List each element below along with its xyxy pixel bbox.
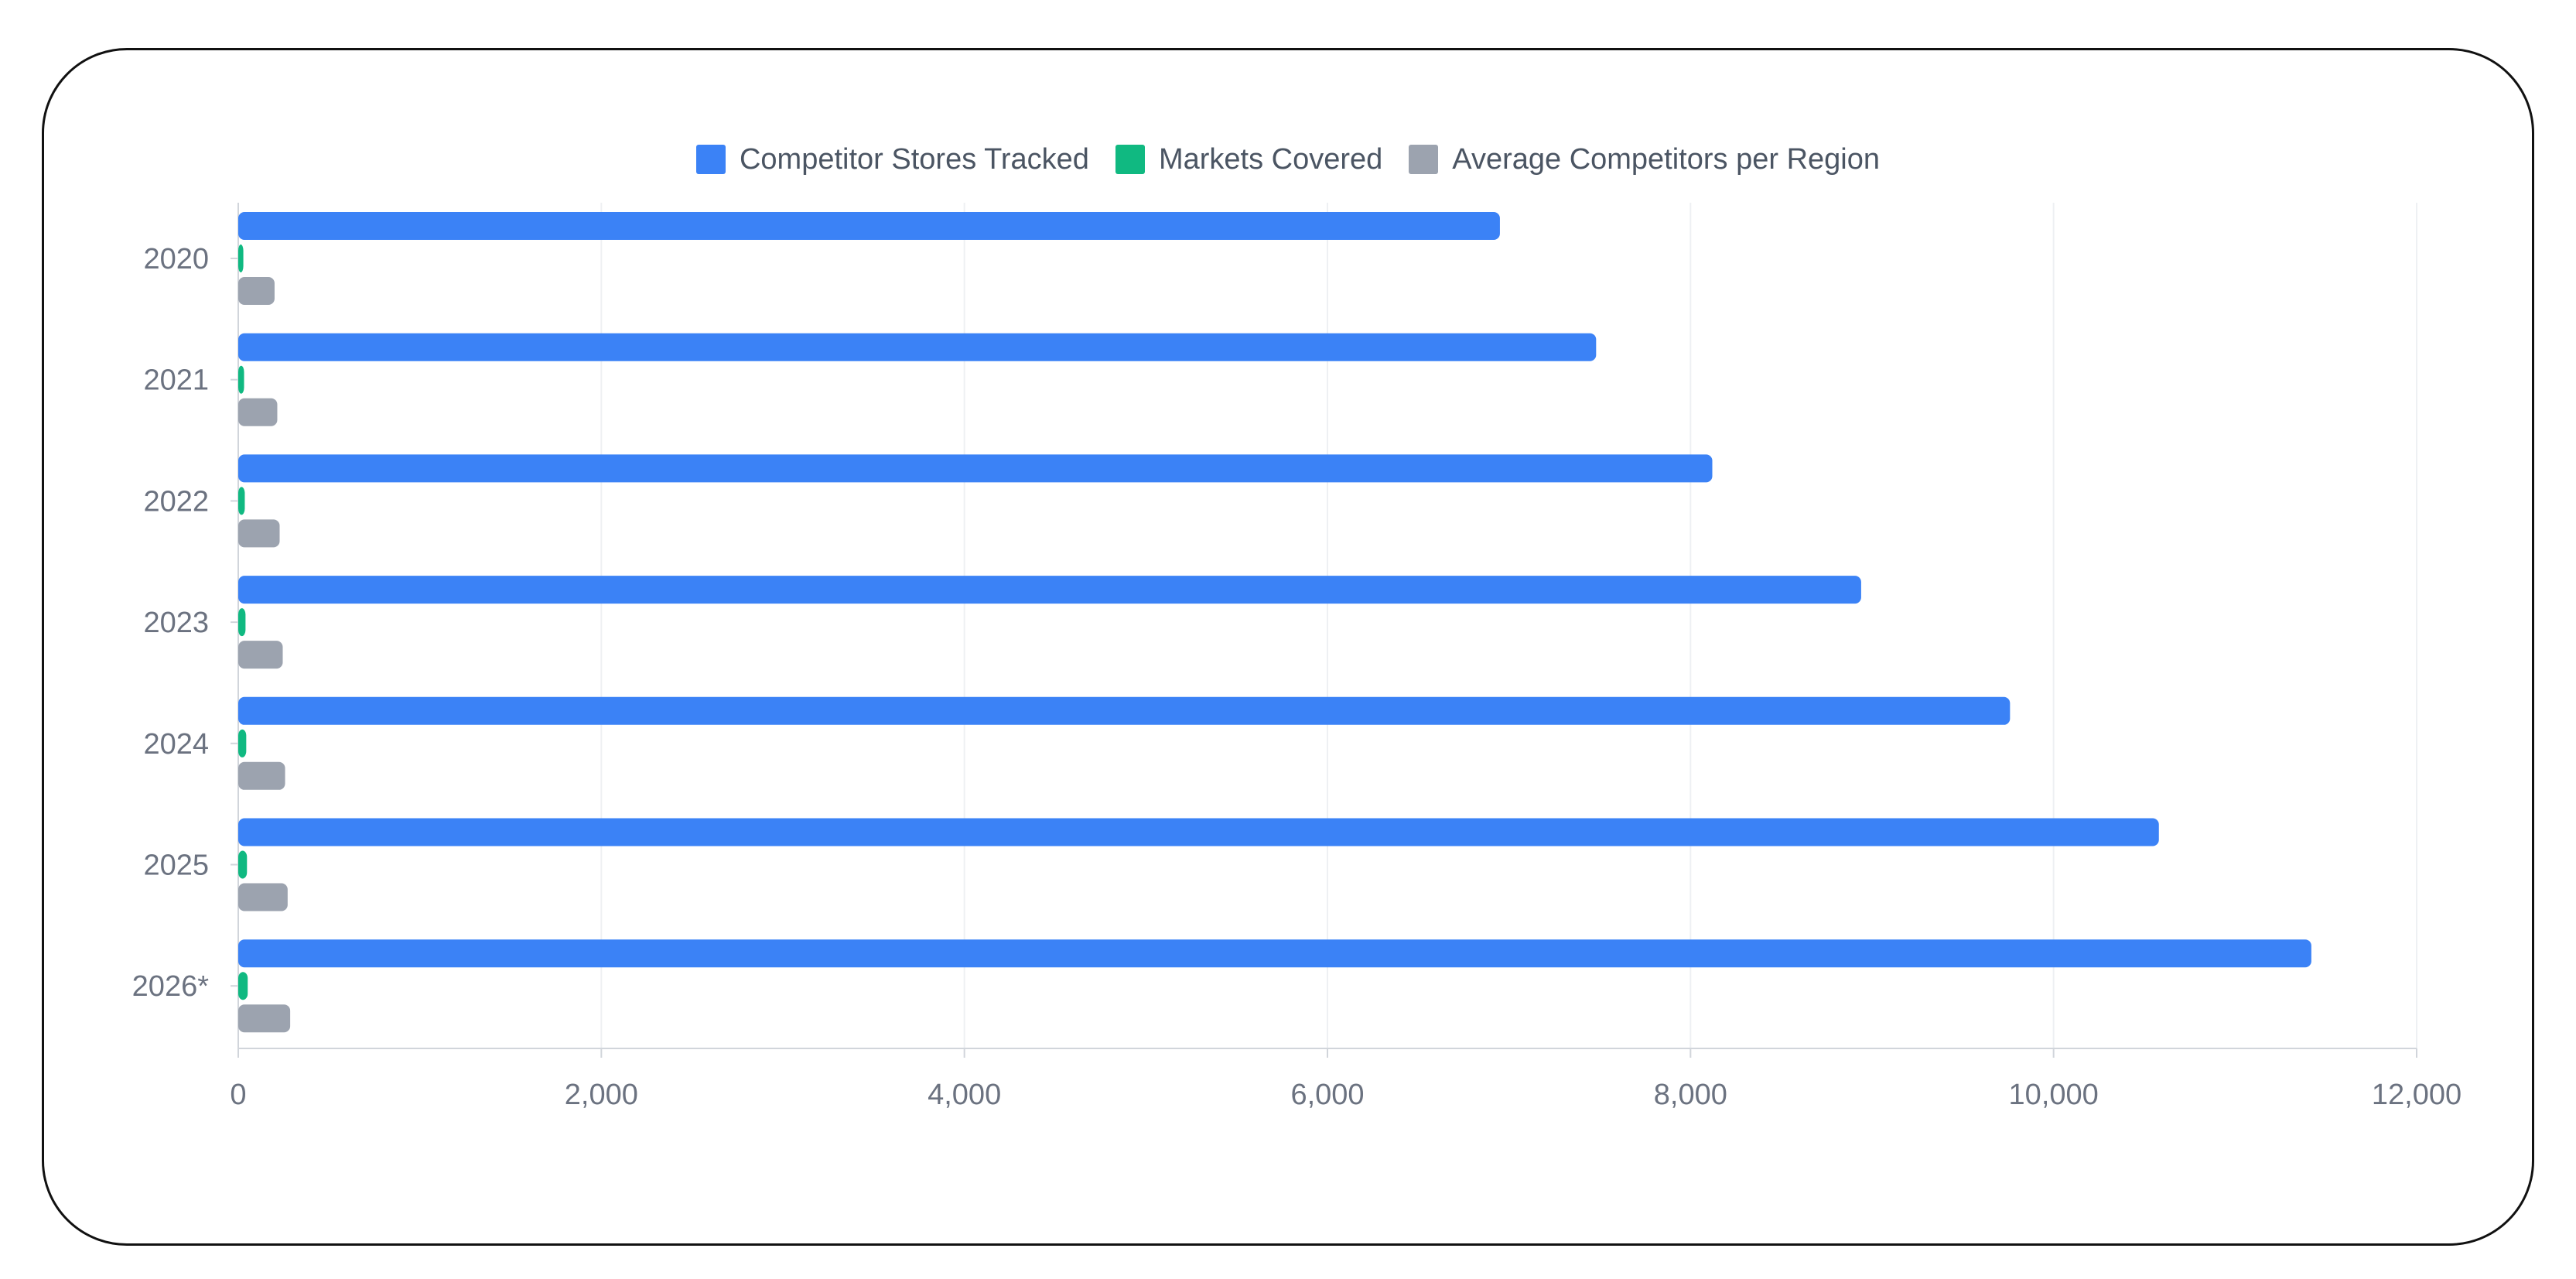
bar-markets-covered-2023[interactable] [238,608,246,637]
x-tick-label-1: 2,000 [565,1079,638,1111]
legend-item-avg-competitors[interactable]: Average Competitors per Region [1409,143,1880,176]
bar-average-competitors-per-region-2026[interactable] [238,1004,291,1033]
bar-average-competitors-per-region-2021[interactable] [238,398,278,426]
bar-markets-covered-2024[interactable] [238,729,247,757]
bar-average-competitors-per-region-2020[interactable] [238,277,275,305]
bar-competitor-stores-tracked-2025[interactable] [238,818,2159,846]
bar-competitor-stores-tracked-2020[interactable] [238,212,1500,240]
x-tick-label-5: 10,000 [2009,1079,2099,1111]
legend-label-competitor-stores: Competitor Stores Tracked [739,142,1089,176]
bar-markets-covered-2026[interactable] [238,972,248,1000]
bar-markets-covered-2022[interactable] [238,487,245,515]
chart-card [42,48,2534,1246]
bar-competitor-stores-tracked-2021[interactable] [238,333,1597,361]
legend-item-markets-covered[interactable]: Markets Covered [1115,143,1382,176]
legend-swatch-competitor-stores [695,145,726,174]
legend-item-competitor-stores[interactable]: Competitor Stores Tracked [695,142,1089,176]
bar-markets-covered-2021[interactable] [238,365,244,394]
bar-average-competitors-per-region-2025[interactable] [238,883,288,911]
bar-average-competitors-per-region-2022[interactable] [238,519,280,548]
x-tick-label-3: 6,000 [1290,1079,1364,1111]
legend-label-avg-competitors: Average Competitors per Region [1452,142,1880,176]
bar-competitor-stores-tracked-2026[interactable] [238,939,2311,968]
bar-average-competitors-per-region-2024[interactable] [238,761,285,790]
y-tick-label-2022: 2022 [143,485,209,518]
x-tick-label-6: 12,000 [2372,1079,2462,1111]
legend-label-markets-covered: Markets Covered [1158,142,1383,176]
x-tick-label-0: 0 [230,1079,246,1111]
y-tick-label-2023: 2023 [143,607,209,639]
bar-competitor-stores-tracked-2023[interactable] [238,576,1861,604]
y-tick-label-2026: 2026* [132,970,210,1003]
bar-competitor-stores-tracked-2022[interactable] [238,454,1713,483]
bar-markets-covered-2025[interactable] [238,850,248,879]
y-tick-label-2025: 2025 [143,850,209,882]
bar-average-competitors-per-region-2023[interactable] [238,641,283,669]
legend-swatch-avg-competitors [1409,145,1439,174]
y-tick-label-2021: 2021 [143,364,209,397]
bar-markets-covered-2020[interactable] [238,245,244,272]
bar-competitor-stores-tracked-2024[interactable] [238,696,2011,725]
y-tick-label-2024: 2024 [143,728,209,761]
legend-swatch-markets-covered [1115,145,1145,174]
x-tick-label-4: 8,000 [1654,1079,1727,1111]
chart-legend: Competitor Stores Tracked Markets Covere… [0,139,2576,180]
y-tick-label-2020: 2020 [143,243,209,275]
x-tick-label-2: 4,000 [928,1079,1001,1111]
